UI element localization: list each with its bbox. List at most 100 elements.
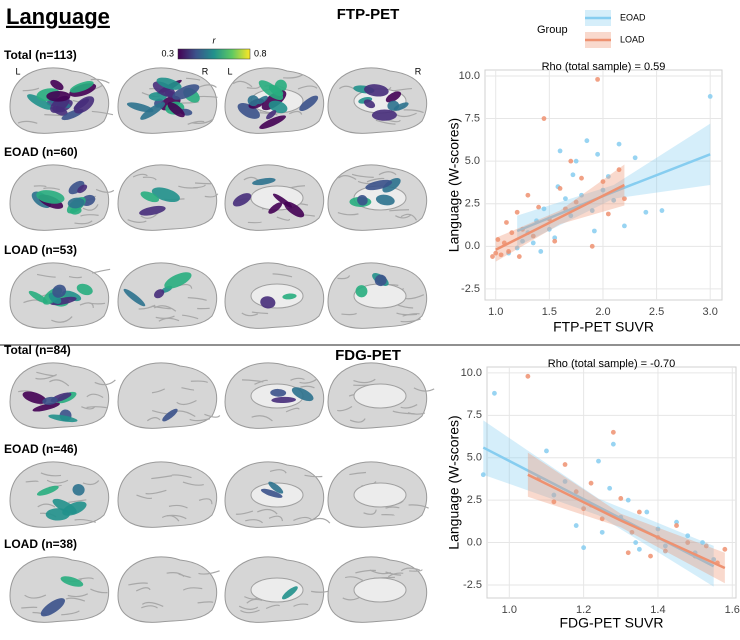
activation (48, 414, 78, 423)
activation (50, 79, 64, 91)
point (622, 223, 627, 229)
point (573, 523, 579, 528)
sulcus (80, 214, 99, 217)
hemisphere-label: L (15, 66, 20, 76)
sulcus (198, 570, 220, 575)
sulcus (232, 80, 253, 88)
brain (224, 362, 325, 429)
sulcus (366, 177, 385, 183)
legend-title: Group (537, 24, 568, 36)
x-tick-label: 2.5 (649, 306, 664, 318)
activation (371, 109, 397, 121)
brain-outline (117, 362, 218, 429)
sulcus (141, 605, 158, 609)
sulcus (199, 84, 217, 88)
point (581, 545, 587, 551)
sulcus (37, 503, 56, 508)
sulcus (168, 504, 188, 509)
activation (36, 485, 59, 496)
y-tick-label: 5.0 (467, 452, 482, 464)
brain (9, 67, 114, 134)
plot-area (486, 366, 737, 599)
confidence-band (527, 452, 725, 584)
legend-label: LOAD (620, 34, 645, 44)
point (616, 141, 622, 147)
brain (224, 461, 331, 528)
sulcus (86, 406, 107, 409)
sulcus (135, 587, 151, 592)
sulcus (375, 119, 396, 125)
sulcus (176, 399, 197, 406)
brain (117, 461, 218, 528)
point (685, 533, 691, 539)
sulcus (171, 474, 192, 479)
brain (327, 262, 428, 329)
activation (32, 402, 60, 412)
sulcus (67, 593, 89, 598)
point (636, 546, 642, 552)
sulcus (146, 417, 161, 422)
point (605, 174, 611, 179)
sulcus (257, 508, 278, 515)
activation (172, 84, 200, 100)
brain-outline (9, 556, 110, 623)
x-tick-label: 1.4 (650, 604, 665, 616)
sulcus (392, 410, 415, 415)
plot-area (484, 69, 723, 301)
sulcus (17, 120, 38, 124)
activation (72, 483, 85, 496)
sulcus (82, 480, 100, 486)
sulcus (91, 110, 114, 116)
row-label: EOAD (n=46) (4, 442, 78, 456)
sulcus (127, 219, 147, 223)
activation (123, 288, 146, 307)
activation (139, 205, 166, 216)
point (579, 175, 584, 181)
sulcus (381, 514, 395, 517)
corpus-callosum (353, 577, 407, 603)
fit-line (495, 183, 625, 251)
y-tick-label: -2.5 (463, 579, 482, 591)
x-tick-label: 1.0 (488, 306, 503, 318)
sulcus (297, 85, 318, 90)
activation (60, 576, 84, 587)
point (568, 158, 574, 164)
y-tick-label: 10.0 (459, 70, 480, 82)
sulcus (182, 314, 199, 320)
brain-outline (9, 461, 110, 528)
point (591, 228, 597, 234)
sulcus (51, 316, 73, 323)
point (605, 211, 611, 217)
sulcus (349, 471, 367, 476)
sulcus (161, 514, 180, 522)
brain (224, 262, 325, 329)
hemisphere-label: L (227, 66, 232, 76)
activation (151, 187, 180, 203)
sulcus (94, 379, 116, 386)
sulcus (235, 510, 254, 515)
point (573, 489, 579, 495)
brain (117, 164, 219, 231)
point (707, 94, 713, 99)
point (581, 506, 587, 512)
y-axis-label: Language (W-scores) (446, 118, 462, 252)
confidence-band (495, 164, 625, 262)
section-title: FTP-PET (337, 6, 400, 23)
section-title: FDG-PET (335, 347, 401, 364)
sulcus (293, 516, 312, 521)
x-tick-label: 1.2 (576, 604, 591, 616)
point (480, 472, 486, 478)
activation (156, 77, 182, 90)
row-label: Total (n=113) (4, 48, 77, 62)
sulcus (24, 594, 47, 599)
sulcus (74, 518, 96, 523)
sulcus (151, 388, 166, 394)
sulcus (238, 605, 259, 610)
sulcus (79, 302, 94, 308)
activation (167, 102, 185, 118)
sulcus (43, 187, 60, 191)
activation (247, 95, 259, 107)
sulcus (363, 509, 377, 515)
activation (69, 207, 82, 215)
